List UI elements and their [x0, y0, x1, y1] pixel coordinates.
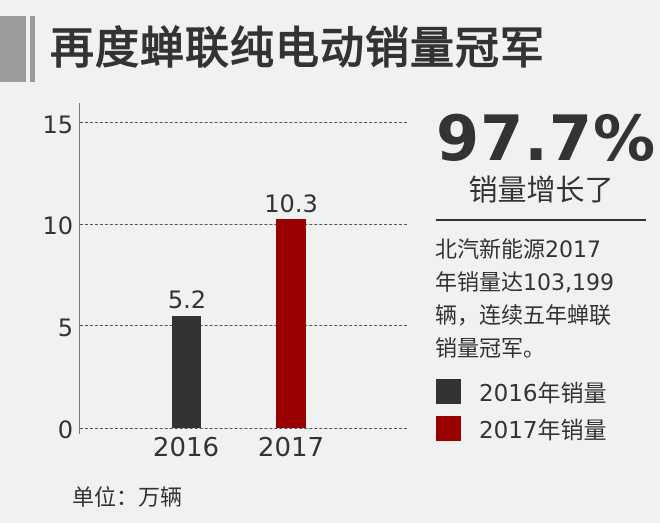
legend-label-2016: 2016年销量 — [479, 381, 607, 407]
title-accent-line — [30, 16, 35, 82]
page-title: 再度蝉联纯电动销量冠军 — [50, 23, 545, 74]
description-line: 销量冠军。 — [435, 337, 546, 362]
y-tick-10: 10 — [42, 212, 73, 240]
bar-2017 — [276, 219, 306, 428]
divider — [436, 219, 646, 221]
bar-value-2017: 10.3 — [264, 190, 318, 218]
legend-item-2016: 2016年销量 — [436, 377, 607, 407]
description-text: 北汽新能源2017 年销量达103,199 辆，连续五年蝉联 销量冠军。 — [435, 234, 655, 366]
legend-swatch-2017 — [436, 415, 461, 441]
bar-2016 — [172, 316, 201, 428]
title-accent-block — [0, 16, 26, 82]
x-label-2017: 2017 — [257, 433, 325, 463]
y-tick-0: 0 — [57, 416, 73, 444]
legend-label-2017: 2017年销量 — [479, 418, 607, 444]
growth-percentage: 97.7% — [436, 102, 657, 175]
legend-swatch-2016 — [436, 378, 461, 404]
x-label-2016: 2016 — [152, 433, 220, 463]
description-line: 年销量达103,199 — [435, 271, 614, 296]
y-tick-5: 5 — [57, 314, 73, 342]
y-axis — [79, 103, 80, 434]
gridline-10 — [80, 224, 407, 225]
bar-chart: 15 10 5 0 5.2 10.3 2016 2017 单位：万辆 — [42, 103, 407, 511]
description-line: 北汽新能源2017 — [435, 238, 601, 263]
legend-item-2017: 2017年销量 — [436, 414, 607, 444]
unit-label: 单位：万辆 — [72, 486, 183, 511]
y-tick-15: 15 — [42, 111, 73, 139]
gridline-0 — [80, 428, 407, 429]
growth-caption: 销量增长了 — [468, 173, 614, 207]
description-line: 辆，连续五年蝉联 — [435, 304, 612, 329]
gridline-5 — [80, 325, 407, 326]
gridline-15 — [80, 122, 407, 123]
bar-value-2016: 5.2 — [167, 286, 207, 314]
